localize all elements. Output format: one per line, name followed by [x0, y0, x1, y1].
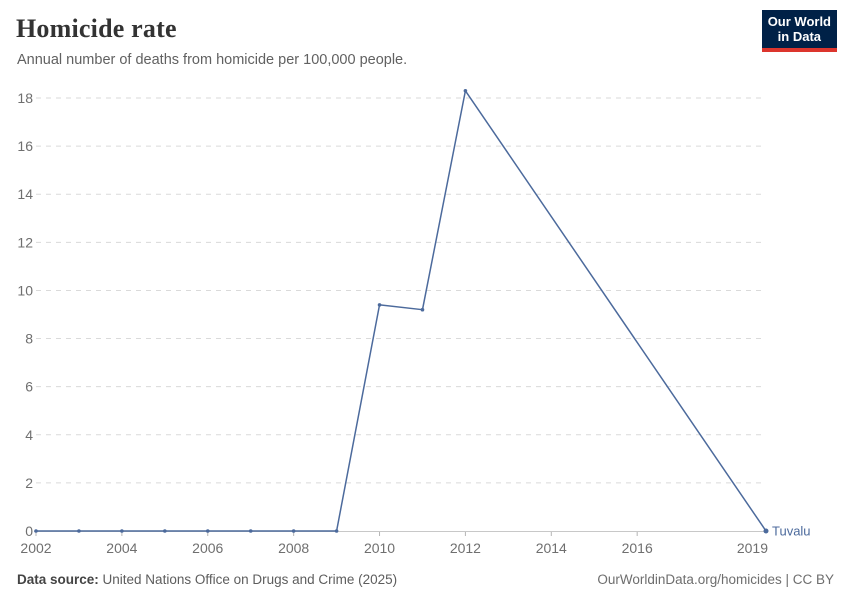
data-source-label: Data source:	[17, 572, 99, 587]
y-tick-label: 8	[25, 331, 33, 347]
owid-logo-line1: Our World	[767, 14, 831, 29]
x-tick-label: 2002	[20, 540, 51, 556]
y-tick-label: 14	[17, 186, 33, 202]
license-link[interactable]: OurWorldinData.org/homicides | CC BY	[597, 572, 834, 587]
x-tick-label: 2016	[622, 540, 653, 556]
chart-title: Homicide rate	[16, 14, 177, 43]
data-source: Data source: United Nations Office on Dr…	[17, 572, 397, 587]
chart-subtitle: Annual number of deaths from homicide pe…	[17, 52, 408, 68]
data-point-marker	[205, 529, 210, 533]
owid-logo[interactable]: Our World in Data	[761, 10, 837, 52]
y-tick-label: 0	[25, 523, 33, 539]
y-tick-label: 2	[25, 475, 33, 491]
x-tick-label: 2004	[106, 540, 137, 556]
x-tick-label: 2010	[364, 540, 395, 556]
data-point-marker	[420, 307, 425, 312]
data-point-marker	[34, 529, 38, 533]
x-tick-label: 2014	[536, 540, 567, 556]
y-tick-label: 18	[17, 90, 33, 106]
data-point-marker	[377, 303, 382, 307]
y-tick-label: 6	[25, 379, 33, 395]
entity-label[interactable]: Tuvalu	[772, 524, 811, 539]
data-source-text: United Nations Office on Drugs and Crime…	[98, 572, 398, 587]
x-tick-label: 2006	[192, 540, 223, 556]
x-tick-label: 2008	[278, 540, 309, 556]
data-point-marker	[248, 529, 253, 533]
data-point-marker	[763, 528, 769, 534]
owid-logo-line2: in Data	[777, 29, 822, 44]
x-tick-label: 2019	[737, 540, 768, 556]
x-tick-label: 2012	[450, 540, 481, 556]
data-point-marker	[77, 529, 81, 533]
y-tick-label: 16	[17, 138, 33, 154]
data-point-marker	[334, 529, 339, 533]
data-point-marker	[163, 529, 167, 533]
data-point-marker	[120, 529, 124, 533]
y-tick-label: 10	[17, 282, 33, 298]
y-tick-label: 4	[25, 427, 33, 443]
y-tick-label: 12	[17, 234, 33, 250]
data-point-marker	[463, 88, 468, 93]
data-point-marker	[291, 529, 296, 533]
series-line	[36, 90, 767, 532]
